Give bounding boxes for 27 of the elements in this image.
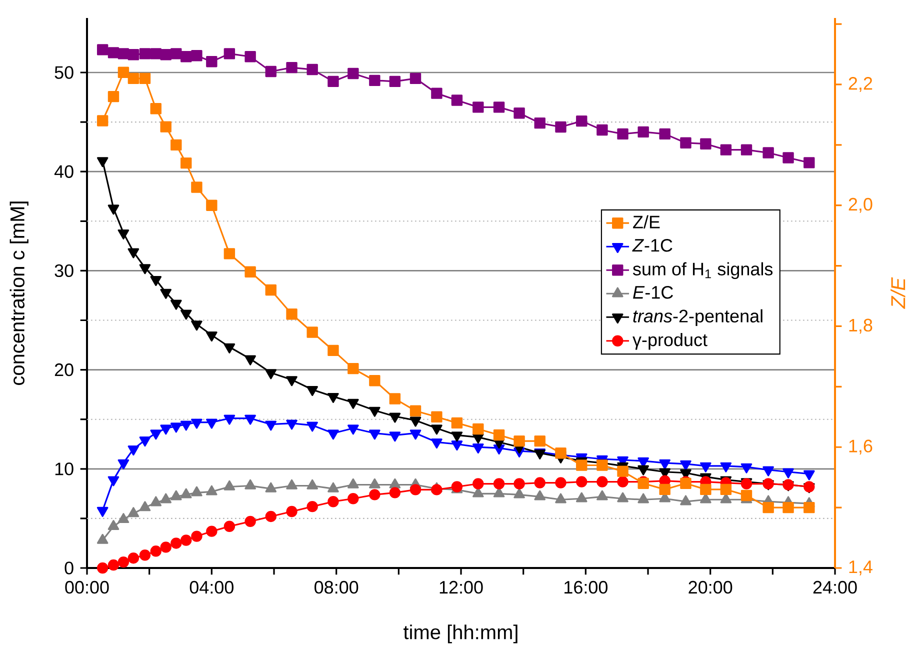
legend-label: Z-1C — [632, 238, 672, 252]
y-tick-label: 0 — [64, 562, 74, 574]
y2-tick-label: 1,8 — [849, 318, 872, 334]
x-tick-label: 16:00 — [564, 580, 608, 594]
y-tick-label: 20 — [54, 363, 74, 376]
x-tick-label: 24:00 — [813, 580, 857, 594]
x-tick-label: 04:00 — [190, 580, 234, 594]
x-tick-label: 20:00 — [688, 580, 732, 594]
x-axis-title: time [hh:mm] — [404, 624, 518, 644]
x-tick-label: 12:00 — [440, 580, 483, 594]
legend-label: sum of H$_{1}$ signals — [632, 262, 773, 280]
y2-tick-label: 1,6 — [849, 440, 872, 455]
y-tick-label: 30 — [54, 264, 74, 278]
y-tick-label: 40 — [54, 165, 74, 178]
x-tick-label: 08:00 — [314, 580, 358, 594]
legend-label: trans-2-pentenal — [633, 309, 762, 326]
legend-label: Z/E — [633, 215, 660, 228]
y-tick-label: 10 — [55, 462, 74, 476]
y2-axis-title: Z/E — [890, 277, 906, 309]
legend-label: γ-product — [632, 333, 708, 350]
y2-tick-label: 1,4 — [849, 560, 872, 576]
x-tick-label: 00:00 — [65, 580, 109, 594]
y2-tick-label: 2,0 — [848, 198, 872, 213]
legend-label: E-1C — [633, 286, 673, 299]
y2-tick-label: 2,2 — [848, 77, 872, 92]
y-tick-label: 50 — [54, 66, 74, 79]
y-axis-title: concentration c [mM] — [10, 202, 28, 385]
